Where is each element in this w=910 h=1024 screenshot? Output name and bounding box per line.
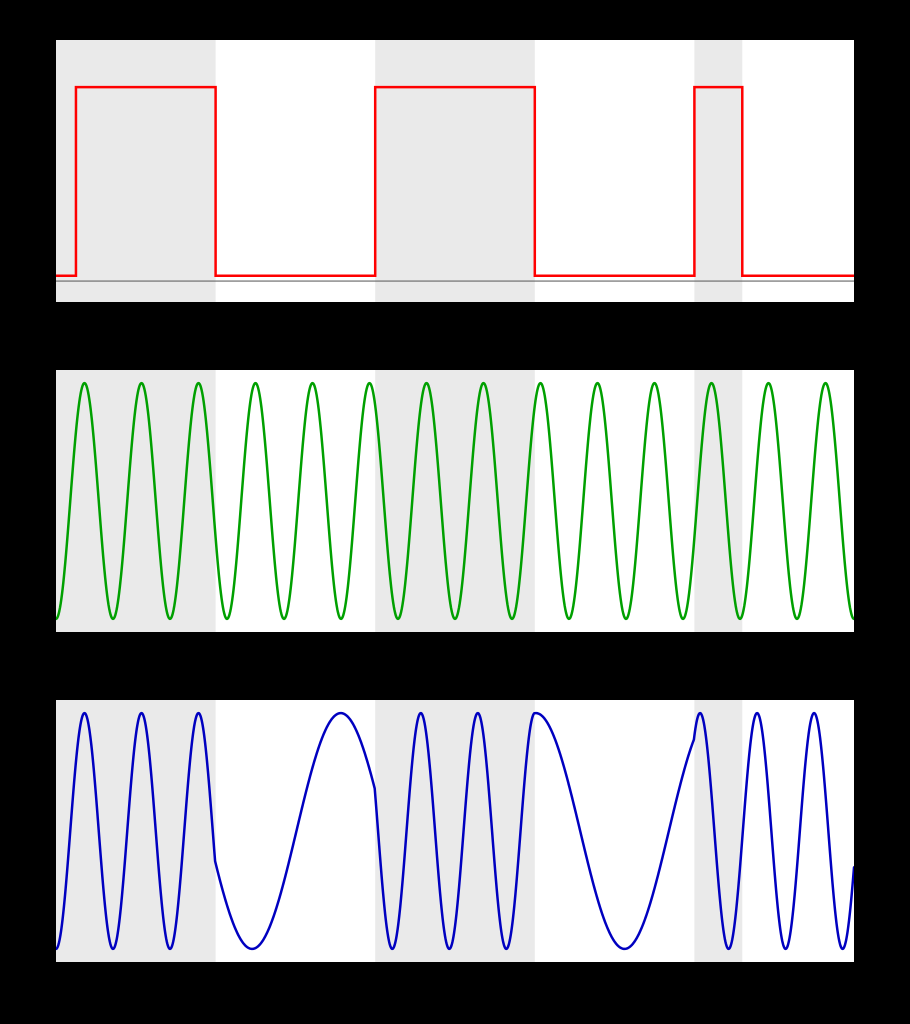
panel-square-wave	[56, 40, 854, 302]
fsk-modulated-plot	[56, 700, 854, 962]
panel-carrier	[56, 370, 854, 632]
carrier-sine-plot	[56, 370, 854, 632]
panel-modulated	[56, 700, 854, 962]
figure-root	[0, 0, 910, 1024]
square-wave-plot	[56, 40, 854, 302]
